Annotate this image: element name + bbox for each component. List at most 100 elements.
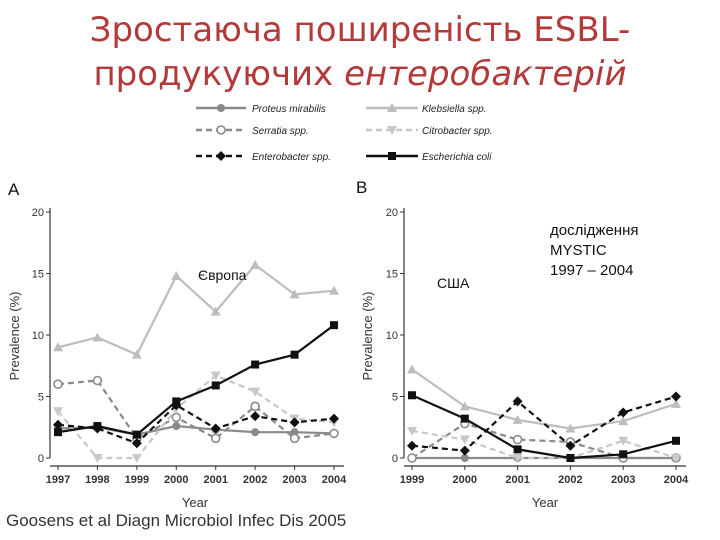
title-line1-text: Зростаюча поширеність ESBL- <box>89 10 631 50</box>
data-point <box>618 416 629 426</box>
data-point <box>53 419 63 430</box>
series-line <box>411 429 677 460</box>
legend-label: Escherichia coli <box>422 152 492 163</box>
legend-marker <box>217 104 225 112</box>
data-point <box>329 428 339 439</box>
data-point <box>289 289 300 299</box>
panel-b-series-citrobacter-spp <box>407 426 681 463</box>
panel-a-y-tick-label: 5 <box>38 392 44 404</box>
data-point <box>459 445 470 456</box>
panel-a-y-tick-label: 20 <box>32 207 44 219</box>
panel-b-series-enterobacter-spp <box>407 391 681 456</box>
data-point <box>513 445 522 454</box>
data-point <box>512 396 523 407</box>
data-point <box>289 433 300 444</box>
data-point <box>92 454 103 463</box>
data-point <box>53 342 63 352</box>
data-point <box>251 360 260 369</box>
study-note: дослідження MYSTIC 1997 – 2004 <box>550 221 639 281</box>
panel-b-x-tick-label: 2000 <box>453 474 477 486</box>
panel-a-series-klebsiella-spp <box>53 259 339 359</box>
panel-b-y-tick-label: 10 <box>386 330 398 342</box>
data-point <box>407 426 417 436</box>
panel-b-y-tick-label: 0 <box>392 453 398 465</box>
study-note-line1: дослідження <box>550 222 639 239</box>
data-point <box>54 428 62 437</box>
data-point <box>93 422 102 431</box>
panel-b-series-escherichia-coli <box>408 391 680 462</box>
legend-item-serratia-spp: Serratia spp. <box>196 125 309 137</box>
panel-b-series-serratia-spp <box>407 418 681 463</box>
data-point <box>407 364 417 374</box>
panel-a-x-axis-title: Year <box>182 495 209 510</box>
data-point <box>329 413 339 424</box>
data-point <box>210 433 221 444</box>
title-line2-prefix: продукуючих <box>93 54 345 94</box>
data-point <box>131 454 142 463</box>
panel-a-x-tick-label: 2003 <box>282 474 306 486</box>
usa-label: США <box>437 275 470 291</box>
data-point <box>250 259 261 269</box>
data-point <box>460 454 469 462</box>
data-point <box>460 414 469 423</box>
series-line <box>411 394 677 460</box>
data-point <box>566 454 575 462</box>
data-point <box>132 430 141 439</box>
data-point <box>672 436 680 445</box>
source-caption: Goosens et al Diagn Microbiol Infec Dis … <box>6 511 347 530</box>
panel-b-label: B <box>356 178 367 197</box>
legend-label: Serratia spp. <box>252 126 309 137</box>
panel-b-series-klebsiella-spp <box>407 364 681 433</box>
data-point <box>211 381 220 390</box>
data-point <box>250 387 261 397</box>
data-point <box>250 401 260 412</box>
data-point <box>459 435 470 445</box>
chart-legend: Proteus mirabilis Klebsiella spp. Serratia… <box>196 103 493 163</box>
legend-label: Enterobacter spp. <box>252 152 331 163</box>
data-point <box>172 397 181 406</box>
data-point <box>619 450 628 459</box>
data-point <box>408 391 416 400</box>
data-point <box>250 411 261 422</box>
panel-b-x-tick-label: 2001 <box>505 474 529 486</box>
legend-item-escherichia-coli: Escherichia coli <box>366 152 492 163</box>
panel-b-y-axis-title: Prevalence (%) <box>360 292 375 381</box>
series-line <box>411 368 677 430</box>
legend-marker <box>216 125 226 135</box>
series-line <box>57 263 335 357</box>
data-point <box>251 428 260 437</box>
legend-item-proteus-mirabilis: Proteus mirabilis <box>196 104 326 115</box>
legend-label: Citrobacter spp. <box>422 126 493 137</box>
panel-b-x-axis-title: Year <box>532 495 559 510</box>
panel-b: 0 5 10 15 20 1999 2000 2001 2002 2003 2004 <box>386 207 689 486</box>
data-point <box>210 306 221 316</box>
panel-a-x-tick-label: 2000 <box>164 474 188 486</box>
legend-label: Klebsiella spp. <box>422 104 486 115</box>
data-point <box>171 270 182 280</box>
legend-item-citrobacter-spp: Citrobacter spp. <box>366 126 493 137</box>
slide-title-line2: продукуючих ентеробактерій <box>0 52 720 96</box>
panel-a-x-tick-label: 2004 <box>322 474 347 486</box>
panel-a-y-tick-label: 15 <box>32 269 44 281</box>
panel-a-label: A <box>8 180 20 199</box>
data-point <box>512 434 523 445</box>
data-point <box>512 414 523 424</box>
data-point <box>407 453 417 463</box>
study-note-line2: MYSTIC <box>550 242 607 259</box>
data-point <box>53 407 63 417</box>
data-point <box>171 412 182 423</box>
legend-item-enterobacter-spp: Enterobacter spp. <box>196 151 331 163</box>
data-point <box>172 422 181 431</box>
panel-b-y-tick-label: 15 <box>386 269 398 281</box>
panel-a-x-tick-label: 1998 <box>85 474 109 486</box>
study-note-line3: 1997 – 2004 <box>550 262 634 279</box>
data-point <box>671 454 681 463</box>
legend-marker <box>216 151 226 161</box>
data-point <box>512 454 523 463</box>
europe-label: Європа <box>198 267 247 283</box>
panel-a-series-citrobacter-spp <box>53 371 339 463</box>
data-point <box>290 350 299 359</box>
data-point <box>330 321 338 330</box>
data-point <box>289 417 300 428</box>
